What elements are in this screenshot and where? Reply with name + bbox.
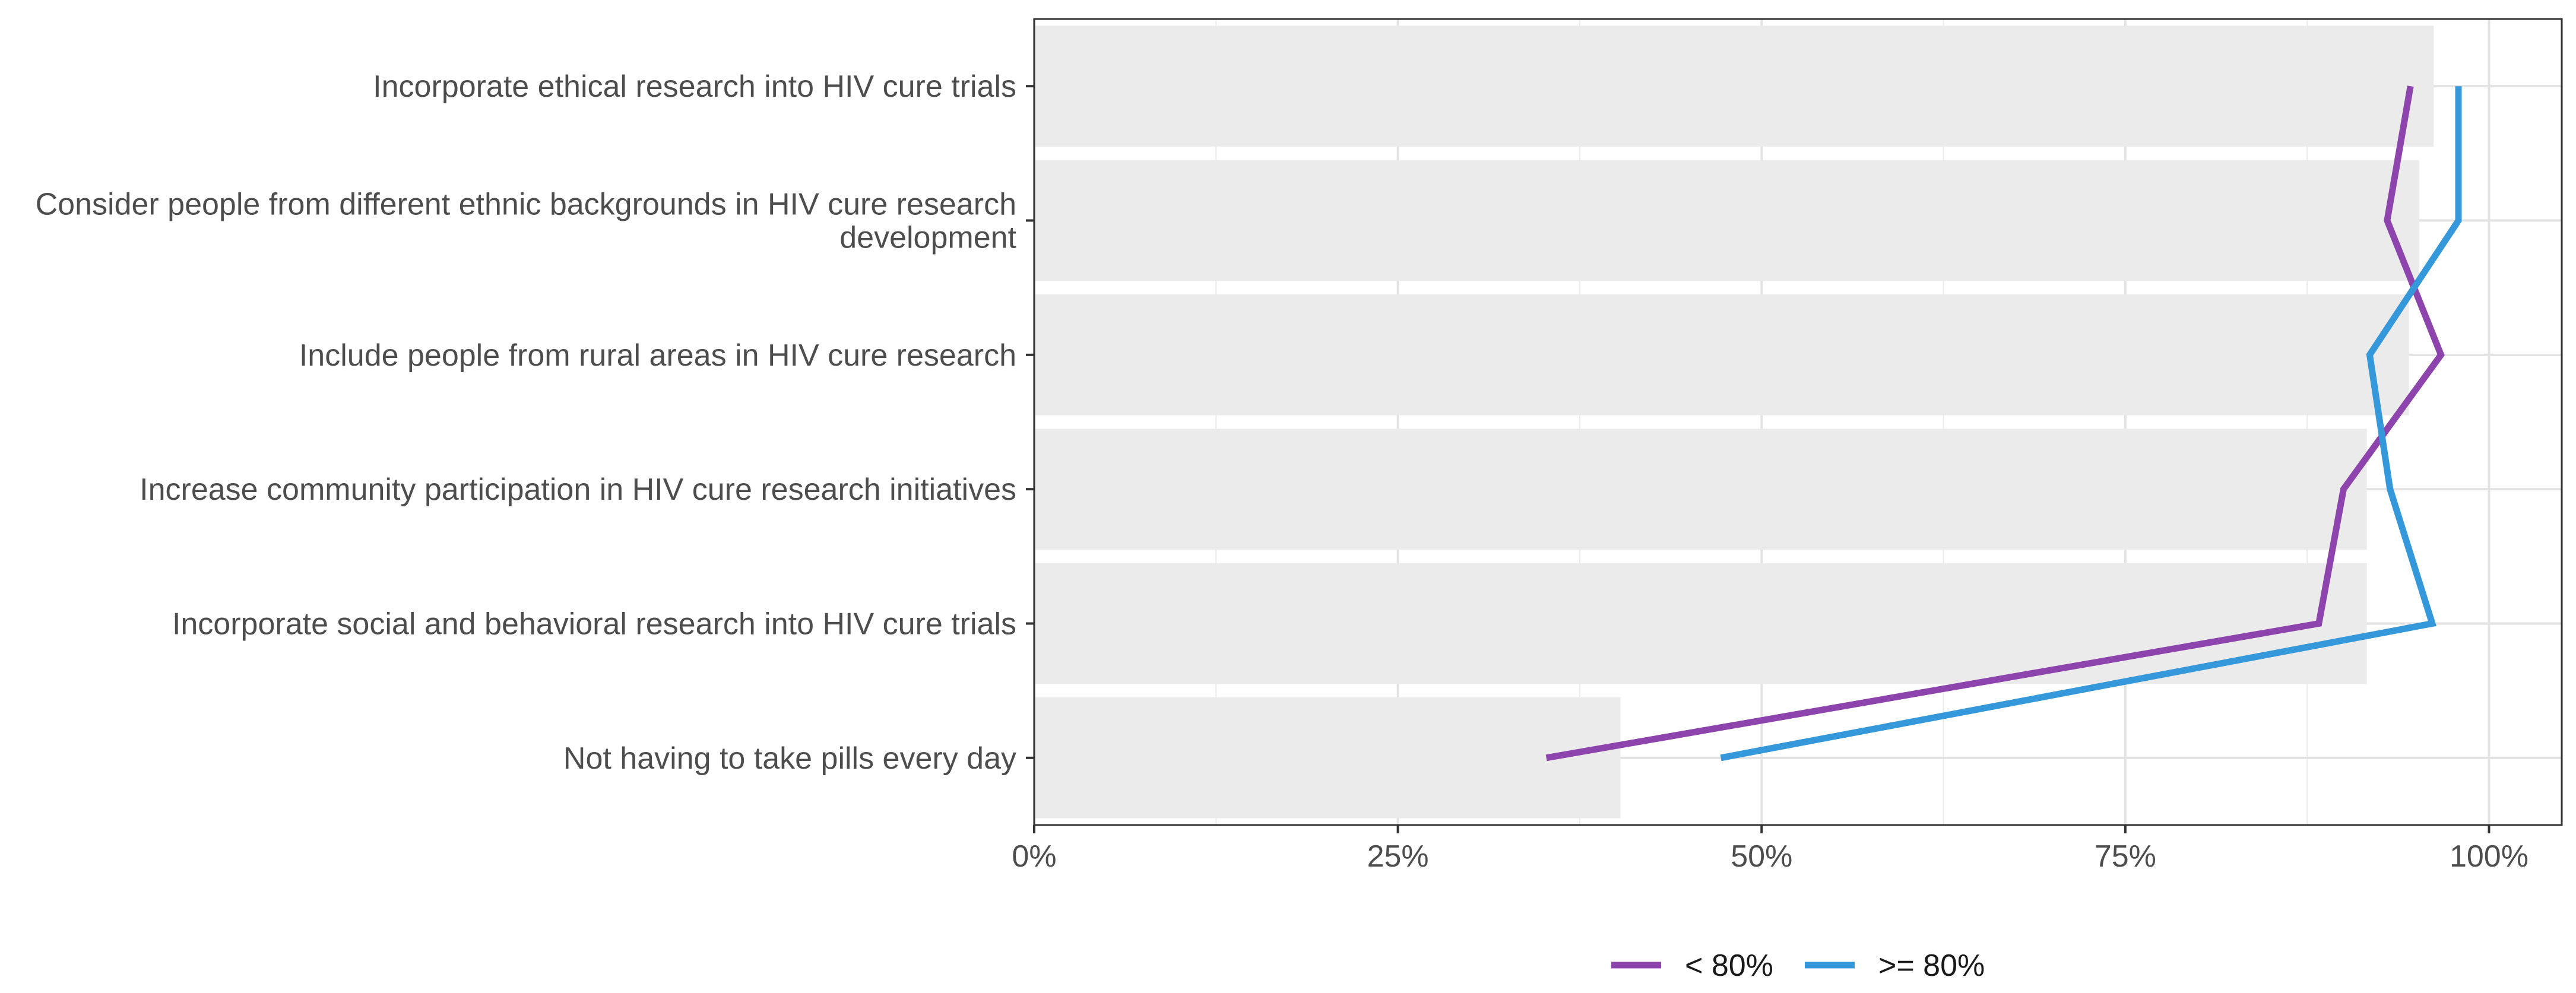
legend-label: >= 80% xyxy=(1878,948,1985,983)
bar xyxy=(1034,294,2409,415)
legend-label: < 80% xyxy=(1685,948,1773,983)
bar xyxy=(1034,563,2367,684)
series-line xyxy=(1545,85,2445,762)
bar xyxy=(1034,697,1621,818)
bar xyxy=(1034,160,2419,281)
x-tick-label: 75% xyxy=(2095,839,2156,874)
category-label: Include people from rural areas in HIV c… xyxy=(299,338,1016,373)
bar xyxy=(1034,429,2367,550)
series-lines xyxy=(1545,85,2462,762)
x-tick-label: 50% xyxy=(1731,839,1792,874)
category-label: development xyxy=(839,221,1016,255)
bar xyxy=(1034,26,2434,147)
legend: < 80% >= 80% xyxy=(1611,948,1985,983)
category-label: Consider people from different ethnic ba… xyxy=(36,188,1016,222)
y-axis: Incorporate ethical research into HIV cu… xyxy=(36,69,1034,776)
category-label: Incorporate social and behavioral resear… xyxy=(172,607,1016,642)
plot-border xyxy=(1033,18,2563,826)
x-tick-label: 0% xyxy=(1012,839,1056,874)
x-axis: 0% 25% 50% 75% 100% xyxy=(1012,825,2529,874)
x-tick-label: 100% xyxy=(2450,839,2529,874)
series-line xyxy=(1720,86,2462,762)
x-tick-label: 25% xyxy=(1367,839,1429,874)
category-label: Not having to take pills every day xyxy=(563,741,1016,776)
category-label: Increase community participation in HIV … xyxy=(140,472,1016,507)
category-label: Incorporate ethical research into HIV cu… xyxy=(373,69,1016,104)
bars xyxy=(1034,26,2434,818)
